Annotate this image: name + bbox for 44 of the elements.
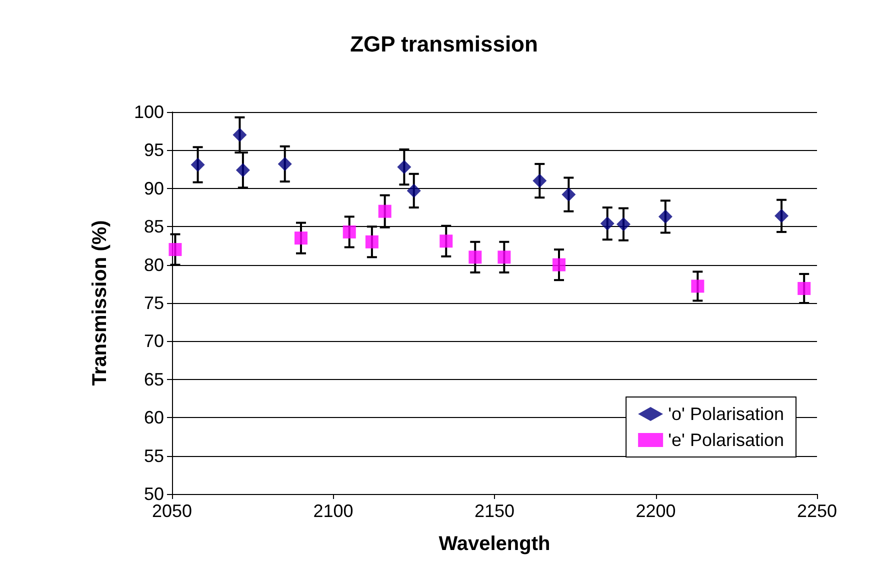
point <box>774 208 789 223</box>
point <box>600 216 614 231</box>
y-tick-label: 55 <box>144 446 164 466</box>
x-tick-label: 2200 <box>636 501 676 521</box>
y-tick-label: 50 <box>144 484 164 504</box>
y-tick-label: 80 <box>144 254 164 275</box>
y-axis-title: Transmission (%) <box>89 220 111 386</box>
x-tick-label: 2150 <box>474 501 515 521</box>
point <box>798 282 811 295</box>
point <box>532 174 547 188</box>
y-tick-label: 90 <box>144 178 164 198</box>
x-tick-label: 2250 <box>796 501 838 521</box>
point <box>616 217 630 232</box>
point <box>658 210 672 224</box>
x-axis-title: Wavelength <box>438 533 550 555</box>
y-tick-label: 95 <box>144 140 164 160</box>
point <box>294 232 308 245</box>
y-tick-label: 60 <box>144 408 164 428</box>
legend-label: 'e' Polarisation <box>668 430 784 450</box>
point <box>342 225 356 238</box>
point <box>440 234 453 248</box>
y-tick-label: 75 <box>144 293 164 313</box>
point <box>406 184 421 198</box>
point <box>190 158 205 172</box>
x-tick-label: 2050 <box>152 501 192 521</box>
point <box>278 156 292 171</box>
point <box>552 258 566 272</box>
point <box>378 204 392 218</box>
y-tick-label: 65 <box>144 369 164 390</box>
x-tick-label: 2100 <box>313 501 354 521</box>
point <box>468 250 482 264</box>
point <box>498 250 511 264</box>
point <box>397 160 412 174</box>
y-tick-label: 85 <box>144 216 164 237</box>
point <box>236 163 250 178</box>
legend-label: 'o' Polarisation <box>668 404 784 424</box>
chart-title: ZGP transmission <box>350 32 538 56</box>
y-tick-label: 70 <box>144 331 164 352</box>
y-tick-label: 100 <box>134 102 164 122</box>
point <box>365 235 378 248</box>
point <box>232 128 247 142</box>
point <box>691 280 704 293</box>
point <box>168 243 182 256</box>
point <box>562 188 576 202</box>
